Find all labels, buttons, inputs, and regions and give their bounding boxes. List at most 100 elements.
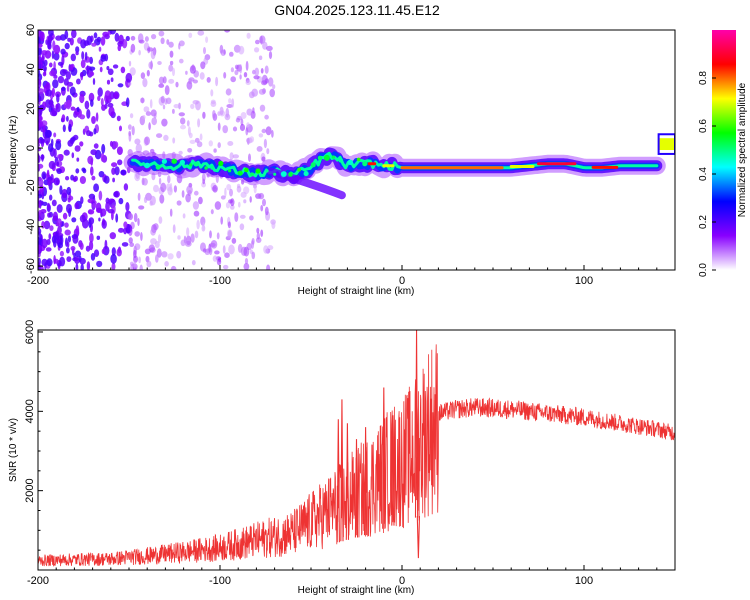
noise-blob <box>161 251 168 258</box>
noise-blob <box>224 30 231 33</box>
noise-blob <box>133 212 138 223</box>
noise-blob <box>245 60 249 71</box>
noise-blob <box>130 43 136 53</box>
noise-blob <box>239 64 243 74</box>
noise-blob <box>161 118 168 127</box>
noise-blob <box>125 72 133 83</box>
noise-blob <box>111 162 118 168</box>
noise-blob <box>149 99 153 109</box>
noise-blob <box>223 264 229 270</box>
noise-blob <box>252 107 255 114</box>
noise-blob <box>228 98 232 104</box>
noise-blob <box>51 87 56 98</box>
noise-blob <box>98 190 103 201</box>
noise-blob <box>243 246 250 257</box>
noise-blob <box>220 195 226 200</box>
noise-blob <box>167 253 174 260</box>
noise-blob <box>258 55 263 61</box>
noise-blob <box>88 217 95 225</box>
noise-blob <box>127 124 132 130</box>
noise-blob <box>71 136 76 142</box>
noise-blob <box>71 30 77 39</box>
noise-blob <box>178 112 185 117</box>
noise-blob <box>97 95 101 101</box>
colorbar-label: Normalized spectral amplitude <box>737 82 748 217</box>
noise-blob <box>258 88 266 95</box>
noise-blob <box>67 139 74 147</box>
noise-blob <box>239 123 246 132</box>
noise-blob <box>117 44 122 52</box>
noise-blob <box>61 188 68 199</box>
snr-spike <box>354 439 359 538</box>
noise-blob <box>53 52 60 61</box>
ridge-dot <box>273 172 277 176</box>
noise-blob <box>139 264 143 270</box>
ridge-dot <box>210 165 215 170</box>
noise-blob <box>266 45 273 52</box>
noise-blob <box>212 255 218 262</box>
noise-blob <box>234 64 239 70</box>
noise-blob <box>113 141 119 149</box>
noise-blob <box>268 77 274 87</box>
noise-blob <box>69 86 76 96</box>
noise-blob <box>67 235 71 243</box>
noise-blob <box>148 244 155 253</box>
noise-blob <box>95 202 102 213</box>
noise-blob <box>164 85 170 96</box>
noise-blob <box>93 128 97 135</box>
noise-blob <box>128 237 133 244</box>
noise-blob <box>138 39 145 44</box>
noise-blob <box>79 71 84 78</box>
noise-blob <box>86 65 89 75</box>
noise-blob <box>192 201 199 210</box>
noise-blob <box>201 181 207 188</box>
noise-blob <box>130 35 136 41</box>
noise-blob <box>103 175 110 184</box>
noise-blob <box>89 56 93 64</box>
noise-blob <box>172 137 176 144</box>
noise-blob <box>90 99 94 107</box>
noise-blob <box>70 246 76 251</box>
noise-blob <box>191 64 195 71</box>
noise-blob <box>223 72 227 79</box>
noise-blob <box>118 227 124 233</box>
noise-blob <box>61 86 66 91</box>
noise-blob <box>69 64 74 71</box>
ridge-dot <box>265 169 269 173</box>
noise-blob <box>262 198 266 207</box>
noise-blob <box>210 101 217 107</box>
noise-blob <box>131 125 135 136</box>
noise-blob <box>72 234 79 244</box>
noise-blob <box>85 245 91 252</box>
noise-blob <box>123 221 128 229</box>
ridge-dot <box>317 155 323 161</box>
noise-blob <box>134 231 140 237</box>
noise-blob <box>259 104 266 112</box>
noise-blob <box>101 104 106 111</box>
spec-y-tick-label: 0 <box>25 145 37 151</box>
noise-blob <box>80 39 87 49</box>
noise-blob <box>172 67 175 77</box>
noise-blob <box>250 240 255 249</box>
noise-blob <box>41 154 44 162</box>
ridge-dot <box>189 163 193 167</box>
noise-blob <box>172 224 176 234</box>
noise-blob <box>263 245 269 254</box>
noise-blob <box>39 185 45 193</box>
noise-blob <box>186 227 190 237</box>
noise-blob <box>129 67 136 76</box>
noise-blob <box>46 169 50 178</box>
noise-blob <box>172 108 175 114</box>
noise-blob <box>153 223 159 231</box>
noise-blob <box>210 209 214 215</box>
noise-blob <box>160 182 167 193</box>
noise-blob <box>153 113 157 119</box>
snr-y-ticks: 2000 4000 6000 <box>24 320 43 551</box>
noise-blob <box>157 61 162 65</box>
noise-blob <box>238 201 241 208</box>
noise-blob <box>246 32 251 39</box>
noise-blob <box>38 36 41 45</box>
noise-blob <box>168 64 174 72</box>
ridge-dot <box>310 162 316 168</box>
noise-blob <box>186 120 190 127</box>
